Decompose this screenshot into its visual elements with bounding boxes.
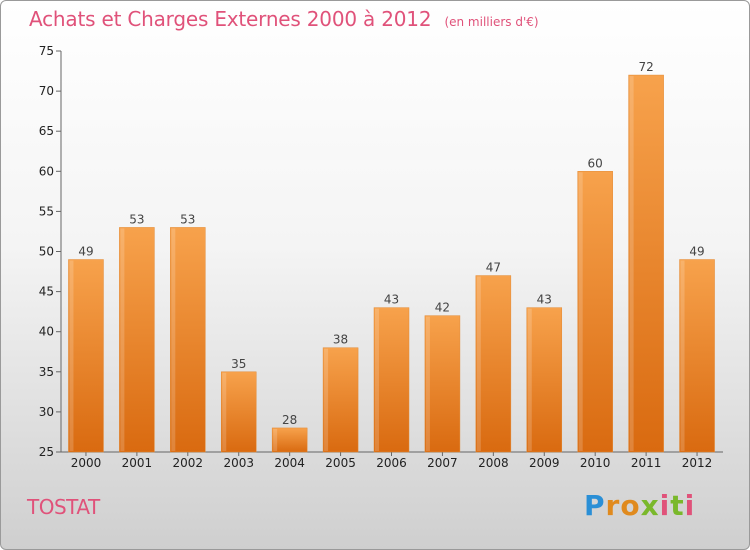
y-tick-label: 65 [39, 124, 54, 138]
bar-highlight [680, 260, 685, 451]
bar-highlight [222, 372, 227, 451]
title-row: Achats et Charges Externes 2000 à 2012 (… [29, 7, 539, 31]
y-tick-label: 35 [39, 365, 54, 379]
bar [628, 74, 664, 453]
bar-highlight [171, 228, 176, 451]
x-tick-label: 2001 [122, 456, 153, 470]
y-tick-label: 50 [39, 245, 54, 259]
data-label: 47 [486, 261, 501, 275]
chart-subtitle: (en milliers d'€) [444, 15, 539, 29]
x-tick-label: 2002 [173, 456, 204, 470]
bar-highlight [69, 260, 74, 451]
x-tick-label: 2008 [478, 456, 509, 470]
x-tick-label: 2011 [631, 456, 662, 470]
bar [68, 259, 104, 453]
bars-group [68, 74, 715, 453]
data-label: 38 [333, 333, 348, 347]
data-label: 43 [537, 293, 552, 307]
bar [373, 307, 410, 453]
y-tick-label: 55 [39, 204, 54, 218]
y-tick-label: 25 [39, 445, 54, 459]
bar-highlight [527, 308, 532, 451]
bar-highlight [375, 308, 379, 451]
y-tick-label: 40 [39, 325, 54, 339]
data-label: 60 [588, 156, 603, 170]
x-tick-label: 2006 [376, 456, 407, 470]
data-label: 53 [180, 212, 195, 226]
y-tick-label: 30 [39, 405, 54, 419]
y-tick-label: 60 [39, 164, 54, 178]
bar [679, 259, 715, 453]
x-tick-label: 2009 [529, 456, 560, 470]
labels-group: 49 2000 53 2001 53 2002 35 2003 28 2004 38 2005 43 20… [71, 60, 713, 470]
bar [475, 275, 512, 453]
bar-highlight [578, 172, 583, 452]
data-label: 49 [78, 245, 93, 259]
bar-highlight [476, 276, 481, 451]
x-tick-label: 2005 [325, 456, 356, 470]
x-tick-label: 2000 [71, 456, 102, 470]
data-label: 43 [384, 293, 399, 307]
bar [577, 171, 613, 453]
data-label: 49 [689, 245, 704, 259]
bar [271, 427, 308, 453]
x-tick-label: 2004 [274, 456, 305, 470]
chart-title: Achats et Charges Externes 2000 à 2012 [29, 7, 432, 31]
y-tick-label: 45 [39, 285, 54, 299]
axes: 25 30 35 40 45 50 55 60 65 70 75 [39, 44, 723, 459]
bar [424, 315, 461, 453]
x-tick-label: 2010 [580, 456, 611, 470]
data-label: 35 [231, 357, 246, 371]
commune-name: TOSTAT [27, 495, 100, 519]
data-label: 53 [129, 212, 144, 226]
bar [119, 227, 155, 453]
data-label: 42 [435, 301, 450, 315]
x-tick-label: 2012 [682, 456, 713, 470]
bar-highlight [629, 76, 634, 451]
bar [526, 307, 563, 453]
bar-highlight [324, 348, 329, 451]
bar [220, 371, 257, 453]
bar-highlight [273, 428, 278, 451]
data-label: 28 [282, 413, 297, 427]
y-tick-label: 70 [39, 84, 54, 98]
bar [170, 227, 206, 453]
proxiti-logo[interactable]: Proxiti [584, 489, 696, 522]
y-tick-label: 75 [39, 44, 54, 58]
x-tick-label: 2007 [427, 456, 458, 470]
bar-highlight [425, 316, 430, 451]
x-tick-label: 2003 [223, 456, 254, 470]
bar-highlight [120, 228, 125, 451]
data-label: 72 [638, 60, 653, 74]
bar [322, 347, 359, 453]
